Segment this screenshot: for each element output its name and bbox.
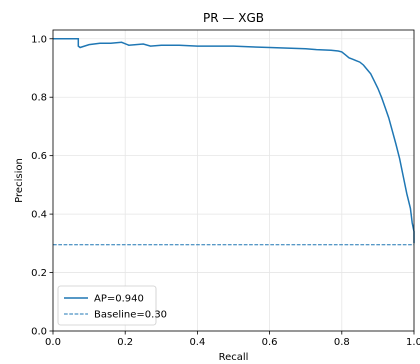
legend-label: Baseline=0.30 (94, 310, 167, 321)
x-tick-label: 1.0 (406, 337, 420, 348)
y-tick-label: 0.8 (31, 93, 47, 104)
legend-label: AP=0.940 (94, 294, 144, 305)
legend: AP=0.940 Baseline=0.30 (57, 285, 167, 326)
x-tick-label: 0.4 (189, 337, 205, 348)
series-line-0 (53, 38, 415, 244)
grid (52, 30, 415, 332)
plot-frame (52, 29, 415, 332)
legend-box (57, 285, 157, 326)
x-tick-label: 0.0 (45, 337, 61, 348)
ticks: 0.0 0.2 0.4 0.6 0.8 1.0 0.0 0.2 0.4 0.6 0.8 1.0 (31, 34, 420, 348)
y-tick-label: 0.0 (31, 327, 47, 338)
x-tick-label: 0.2 (117, 337, 133, 348)
y-tick-label: 0.4 (31, 210, 47, 221)
y-tick-label: 1.0 (31, 34, 47, 45)
chart-title: PR — XGB (203, 11, 264, 25)
series-layer (53, 38, 415, 246)
x-tick-label: 0.8 (334, 337, 350, 348)
x-axis-label: Recall (219, 352, 249, 363)
y-tick-label: 0.6 (31, 151, 47, 162)
y-axis-label: Precision (14, 158, 25, 203)
y-tick-label: 0.2 (31, 268, 47, 279)
x-tick-label: 0.6 (262, 337, 278, 348)
